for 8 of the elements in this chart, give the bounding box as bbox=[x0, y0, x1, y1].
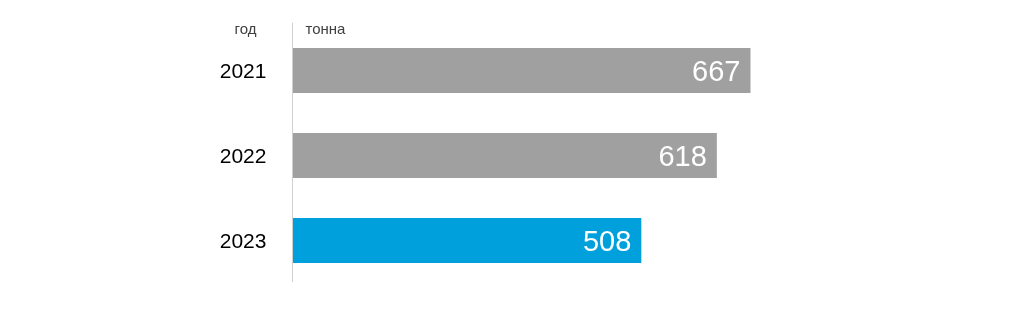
data-label: 618 bbox=[658, 139, 707, 172]
data-label: 508 bbox=[582, 224, 632, 257]
data-label: 667 bbox=[692, 54, 741, 87]
x-axis-title: тонна bbox=[305, 20, 347, 38]
y-tick-label: 2021 bbox=[219, 58, 267, 82]
y-axis-title: год bbox=[234, 20, 257, 38]
y-tick-label: 2022 bbox=[219, 143, 267, 167]
y-tick-label: 2023 bbox=[219, 228, 267, 252]
